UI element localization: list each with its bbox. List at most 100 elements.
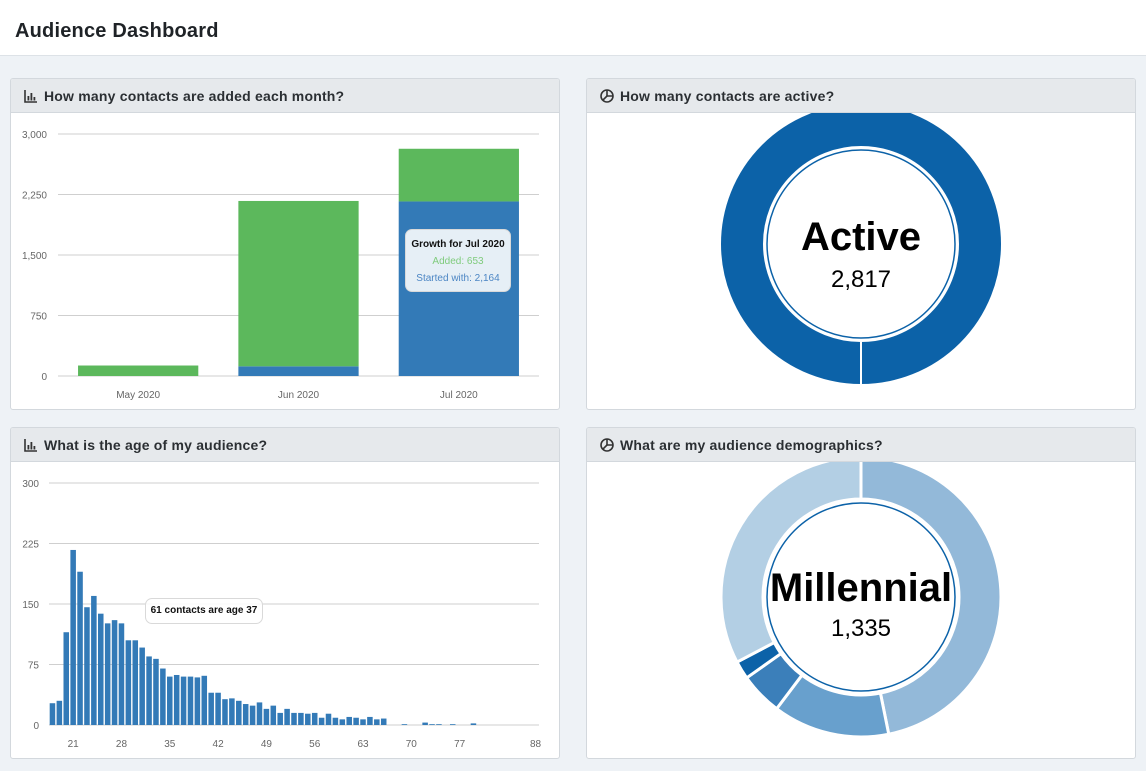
panel-title: What is the age of my audience? bbox=[44, 436, 268, 453]
x-tick-label: Jul 2020 bbox=[440, 390, 478, 401]
donut-slice bbox=[719, 462, 863, 665]
bar-segment bbox=[398, 148, 519, 202]
bar-chart-icon bbox=[24, 89, 37, 103]
histogram-bar bbox=[167, 676, 173, 725]
y-tick-label: 750 bbox=[30, 312, 47, 323]
histogram-bar bbox=[98, 613, 104, 725]
histogram-bar bbox=[449, 724, 456, 725]
histogram-bar bbox=[146, 656, 152, 725]
panel-title: How many contacts are added each month? bbox=[44, 87, 345, 104]
tooltip-title: Growth for Jul 2020 bbox=[411, 239, 505, 250]
bar-segment bbox=[78, 365, 199, 376]
panel-title: How many contacts are active? bbox=[620, 87, 835, 104]
histogram-bar bbox=[325, 713, 332, 725]
donut-slice bbox=[859, 462, 1003, 736]
histogram-bar bbox=[173, 674, 180, 725]
histogram-bar bbox=[222, 699, 228, 725]
histogram-bar bbox=[187, 676, 194, 725]
panel-header: How many contacts are active? bbox=[587, 79, 1135, 113]
histogram-bar bbox=[298, 712, 304, 725]
donut-center-label: Active bbox=[800, 215, 922, 259]
histogram-bar bbox=[256, 702, 263, 725]
histogram-bar bbox=[318, 717, 325, 725]
histogram-bar bbox=[339, 719, 346, 725]
histogram-bar bbox=[360, 719, 366, 725]
demographics-panel: What are my audience demographics? Mille… bbox=[586, 427, 1136, 759]
histogram-bar bbox=[429, 724, 435, 725]
x-tick-label: 77 bbox=[454, 739, 466, 750]
histogram-bar bbox=[70, 549, 76, 725]
y-tick-label: 75 bbox=[28, 661, 40, 672]
x-tick-label: 21 bbox=[68, 739, 80, 750]
histogram-bar bbox=[270, 705, 277, 725]
histogram-bar bbox=[374, 719, 380, 725]
bar-segment bbox=[238, 200, 359, 367]
histogram-bar bbox=[236, 700, 242, 725]
y-tick-label: 1,500 bbox=[22, 251, 47, 262]
x-tick-label: 63 bbox=[357, 739, 369, 750]
x-tick-label: 35 bbox=[164, 739, 176, 750]
histogram-bar bbox=[194, 677, 201, 725]
age-histogram-chart: 0 75 150 225 300 21 28 35 42 49 56 63 70 77 88 bbox=[22, 479, 542, 750]
histogram-bar bbox=[215, 692, 221, 725]
histogram-bar bbox=[436, 724, 442, 725]
histogram-bar bbox=[56, 700, 63, 725]
histogram-bar bbox=[242, 704, 249, 725]
histogram-bar bbox=[284, 708, 290, 725]
histogram-bar bbox=[125, 640, 132, 725]
histogram-bar bbox=[111, 620, 118, 725]
histogram-bar bbox=[311, 712, 318, 725]
histogram-bar bbox=[277, 712, 283, 725]
x-tick-label: May 2020 bbox=[116, 390, 160, 401]
inner-ring bbox=[766, 149, 956, 339]
demographics-donut-chart bbox=[719, 462, 1003, 739]
histogram-bar bbox=[139, 647, 145, 725]
histogram-bar bbox=[346, 716, 352, 725]
donut-center-label: Millennial bbox=[769, 566, 953, 610]
panel-header: What is the age of my audience? bbox=[11, 428, 559, 462]
pie-chart-icon bbox=[600, 88, 614, 103]
histogram-bar bbox=[305, 713, 311, 725]
active-contacts-panel: How many contacts are active? Active 2,8… bbox=[586, 78, 1136, 410]
histogram-bar bbox=[153, 658, 159, 725]
histogram-bar bbox=[367, 716, 373, 725]
active-donut-chart bbox=[721, 113, 1001, 384]
inner-ring bbox=[766, 502, 956, 692]
histogram-bar bbox=[422, 722, 428, 725]
panel-header: What are my audience demographics? bbox=[587, 428, 1135, 462]
age-panel: What is the age of my audience? 0 75 150 22… bbox=[10, 427, 560, 759]
histogram-bar bbox=[63, 632, 70, 725]
panel-header: How many contacts are added each month? bbox=[11, 79, 559, 113]
y-tick-label: 0 bbox=[41, 372, 47, 383]
histogram-bar bbox=[353, 717, 359, 725]
histogram-bar bbox=[229, 698, 235, 725]
y-tick-label: 225 bbox=[22, 540, 39, 551]
page-title: Audience Dashboard bbox=[15, 20, 219, 42]
bar-chart-icon bbox=[24, 438, 37, 452]
histogram-bar bbox=[249, 705, 256, 725]
histogram-bar bbox=[77, 571, 83, 725]
histogram-bar bbox=[118, 623, 125, 725]
y-tick-label: 150 bbox=[22, 600, 39, 611]
histogram-bar bbox=[201, 675, 208, 725]
histogram-bar bbox=[160, 668, 166, 725]
y-tick-label: 2,250 bbox=[22, 191, 47, 202]
y-tick-label: 3,000 bbox=[22, 130, 47, 141]
x-tick-label: 88 bbox=[530, 739, 542, 750]
histogram-bar bbox=[180, 676, 187, 725]
histogram-bar bbox=[208, 692, 214, 725]
donut-center-value: 2,817 bbox=[830, 266, 892, 293]
histogram-bar bbox=[104, 623, 111, 725]
x-tick-label: 56 bbox=[309, 739, 321, 750]
histogram-bar bbox=[49, 703, 56, 725]
bar-segment bbox=[238, 366, 359, 376]
tooltip-started: Started with: 2,164 bbox=[416, 273, 500, 284]
chart-tooltip: Growth for Jul 2020 Added: 653 Started w… bbox=[405, 229, 511, 292]
x-tick-label: 42 bbox=[213, 739, 225, 750]
histogram-bar bbox=[291, 712, 297, 725]
histogram-bar bbox=[263, 708, 270, 725]
pie-chart-icon bbox=[600, 437, 614, 452]
x-tick-label: 70 bbox=[406, 739, 418, 750]
top-bar: Audience Dashboard bbox=[0, 0, 1146, 56]
y-tick-label: 0 bbox=[33, 721, 39, 732]
